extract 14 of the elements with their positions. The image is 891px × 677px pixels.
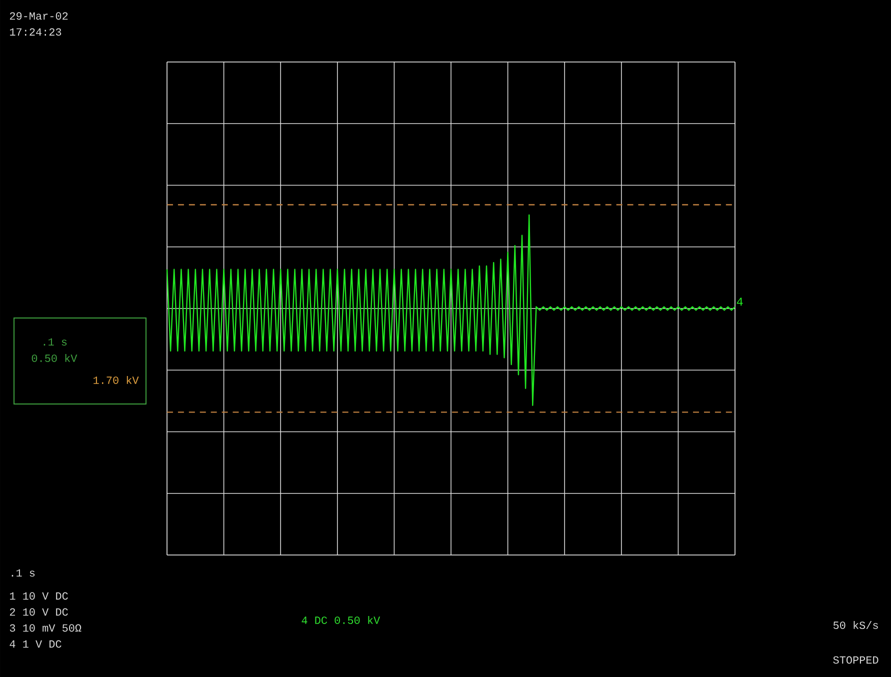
series-label: 4 [736, 298, 743, 306]
text: .1 s [12, 569, 35, 577]
text: 2 10 V DC [10, 608, 68, 616]
text: 1.70 kV [94, 376, 139, 384]
text: 3 10 mV 50Ω [10, 624, 82, 632]
text: 50 kS/s [833, 620, 878, 630]
text: 29-Mar-02 [10, 12, 68, 20]
text: 17:24:23 [10, 28, 62, 36]
text: .1 s [44, 338, 67, 346]
text: 4 1 V DC [10, 640, 62, 648]
text: STOPPED [833, 656, 878, 664]
text: 0.50 kV [32, 354, 78, 362]
text: 4 DC 0.50 kV [302, 616, 380, 624]
text: 1 10 V DC [10, 592, 68, 600]
